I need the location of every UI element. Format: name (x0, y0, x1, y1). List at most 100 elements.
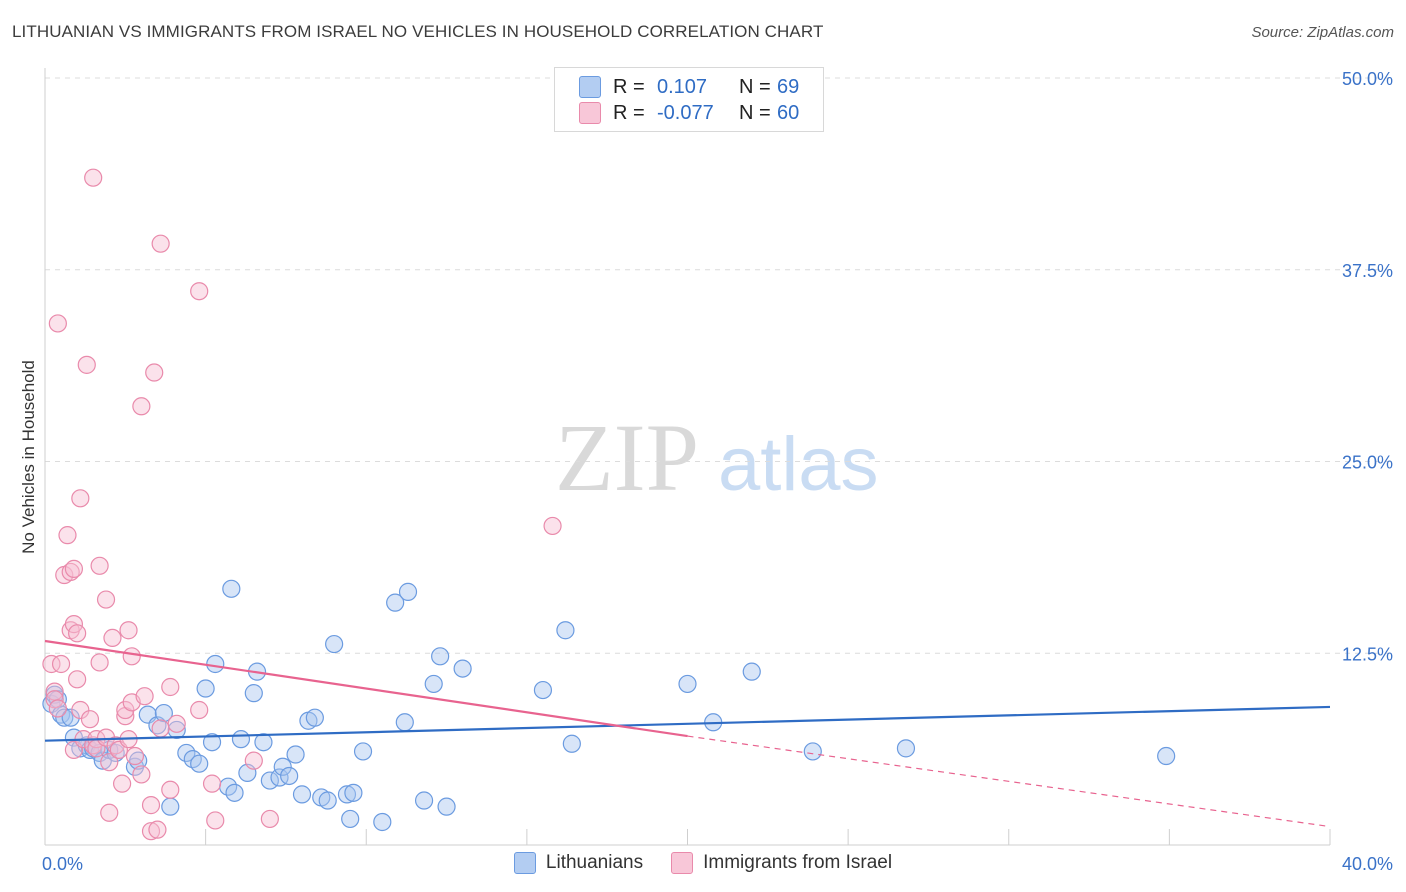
israel-point (148, 820, 167, 839)
israel-point (77, 355, 96, 374)
lithuanian-point (453, 659, 472, 678)
israel-point (90, 653, 109, 672)
watermark-zip: ZIP (555, 404, 699, 511)
israel-point (48, 314, 67, 333)
israel-point (132, 397, 151, 416)
legend-item-israel[interactable]: Immigrants from Israel (671, 852, 892, 874)
lithuanian-point (225, 783, 244, 802)
lithuanian-point (1157, 746, 1176, 766)
israel-point (141, 796, 161, 815)
legend-swatch-blue (513, 852, 536, 874)
lithuanian-point (341, 809, 360, 829)
lithuanian-point (562, 734, 581, 753)
series-legend: Lithuanians Immigrants from Israel (0, 852, 1406, 874)
israel-point (64, 559, 84, 578)
lithuanian-point (398, 582, 418, 601)
israel-point (145, 363, 164, 382)
israel-point (161, 780, 180, 799)
lithuanian-point (280, 766, 299, 786)
lithuanian-point (431, 647, 450, 666)
lithuanian-point (742, 662, 761, 681)
legend-r-value: -0.077 (657, 101, 714, 124)
y-tick-label: 12.5% (1342, 644, 1393, 664)
legend-swatch-pink (671, 852, 694, 874)
israel-point (135, 687, 154, 706)
legend-r-value: 0.107 (657, 75, 708, 98)
israel-point (151, 719, 170, 738)
y-tick-label: 25.0% (1342, 453, 1393, 473)
lithuanian-point (190, 754, 209, 773)
lithuanian-point (106, 743, 125, 763)
lithuanian-point (803, 742, 822, 761)
israel-point (51, 654, 71, 674)
lithuanian-point (222, 579, 241, 598)
israel-point (84, 168, 103, 187)
legend-item-lithuanians[interactable]: Lithuanians (513, 852, 644, 874)
israel-point (206, 811, 225, 830)
legend-r-label: R = (613, 75, 645, 98)
israel-point (100, 803, 119, 822)
lithuanian-point (161, 797, 180, 816)
lithuanian-point (395, 713, 414, 732)
lithuanian-point (386, 593, 405, 612)
lithuanian-point (424, 674, 443, 694)
israel-point (125, 746, 145, 766)
lithuanian-point (678, 674, 697, 694)
israel-point (151, 234, 170, 253)
israel-point (96, 728, 116, 747)
israel-trendline-extension (687, 735, 1331, 828)
israel-point (260, 809, 279, 829)
israel-point (58, 526, 77, 545)
lithuanian-point (325, 634, 344, 654)
israel-point (190, 282, 209, 301)
lithuanian-point (292, 785, 312, 804)
lithuanian-point (273, 757, 292, 776)
legend-label-israel: Immigrants from Israel (703, 852, 893, 873)
lithuanian-point (344, 783, 363, 802)
legend-swatch-blue (579, 76, 601, 98)
israel-point (71, 700, 90, 720)
israel-point (132, 765, 151, 784)
legend-n-value: 60 (777, 101, 800, 124)
legend-row-israel: R = -0.077 N = 60 (579, 99, 799, 127)
israel-point (122, 647, 141, 666)
israel-point (71, 489, 90, 508)
lithuanian-point (533, 680, 553, 700)
y-tick-label: 50.0% (1342, 69, 1393, 89)
israel-point (112, 774, 132, 793)
lithuanian-point (183, 749, 202, 769)
israel-point (96, 590, 116, 609)
legend-n-label: N = (739, 101, 771, 124)
correlation-legend: R = 0.107 N = 69 R = -0.077 N = 60 (554, 67, 824, 132)
lithuanian-point (196, 679, 215, 698)
israel-point (80, 710, 100, 729)
lithuanian-point (244, 684, 263, 703)
lithuanian-point (318, 791, 337, 810)
israel-point (161, 677, 180, 697)
legend-label-lithuanians: Lithuanians (545, 852, 644, 873)
lithuanian-point (556, 621, 575, 640)
y-axis-label: No Vehicles in Household (19, 360, 38, 554)
lithuanian-trendline (44, 705, 1331, 742)
lithuanian-point (61, 708, 80, 727)
lithuanian-point (437, 797, 456, 816)
lithuanian-point (206, 654, 225, 674)
lithuanian-point (373, 812, 392, 832)
lithuanian-point (305, 708, 324, 727)
israel-point (42, 654, 61, 674)
chart-title: LITHUANIAN VS IMMIGRANTS FROM ISRAEL NO … (12, 22, 824, 41)
lithuanian-point (55, 708, 74, 727)
legend-r-label: R = (613, 101, 645, 124)
x-tick-label: 0.0% (42, 854, 83, 874)
legend-n-label: N = (739, 75, 771, 98)
lithuanian-point (353, 742, 373, 761)
lithuanian-point (254, 733, 273, 752)
israel-point (190, 700, 209, 720)
lithuanian-point (231, 730, 251, 749)
lithuanian-point (337, 785, 357, 804)
lithuanian-point (202, 733, 222, 752)
lithuanian-point (286, 745, 305, 764)
lithuanian-point (896, 739, 916, 758)
israel-point (543, 516, 562, 536)
